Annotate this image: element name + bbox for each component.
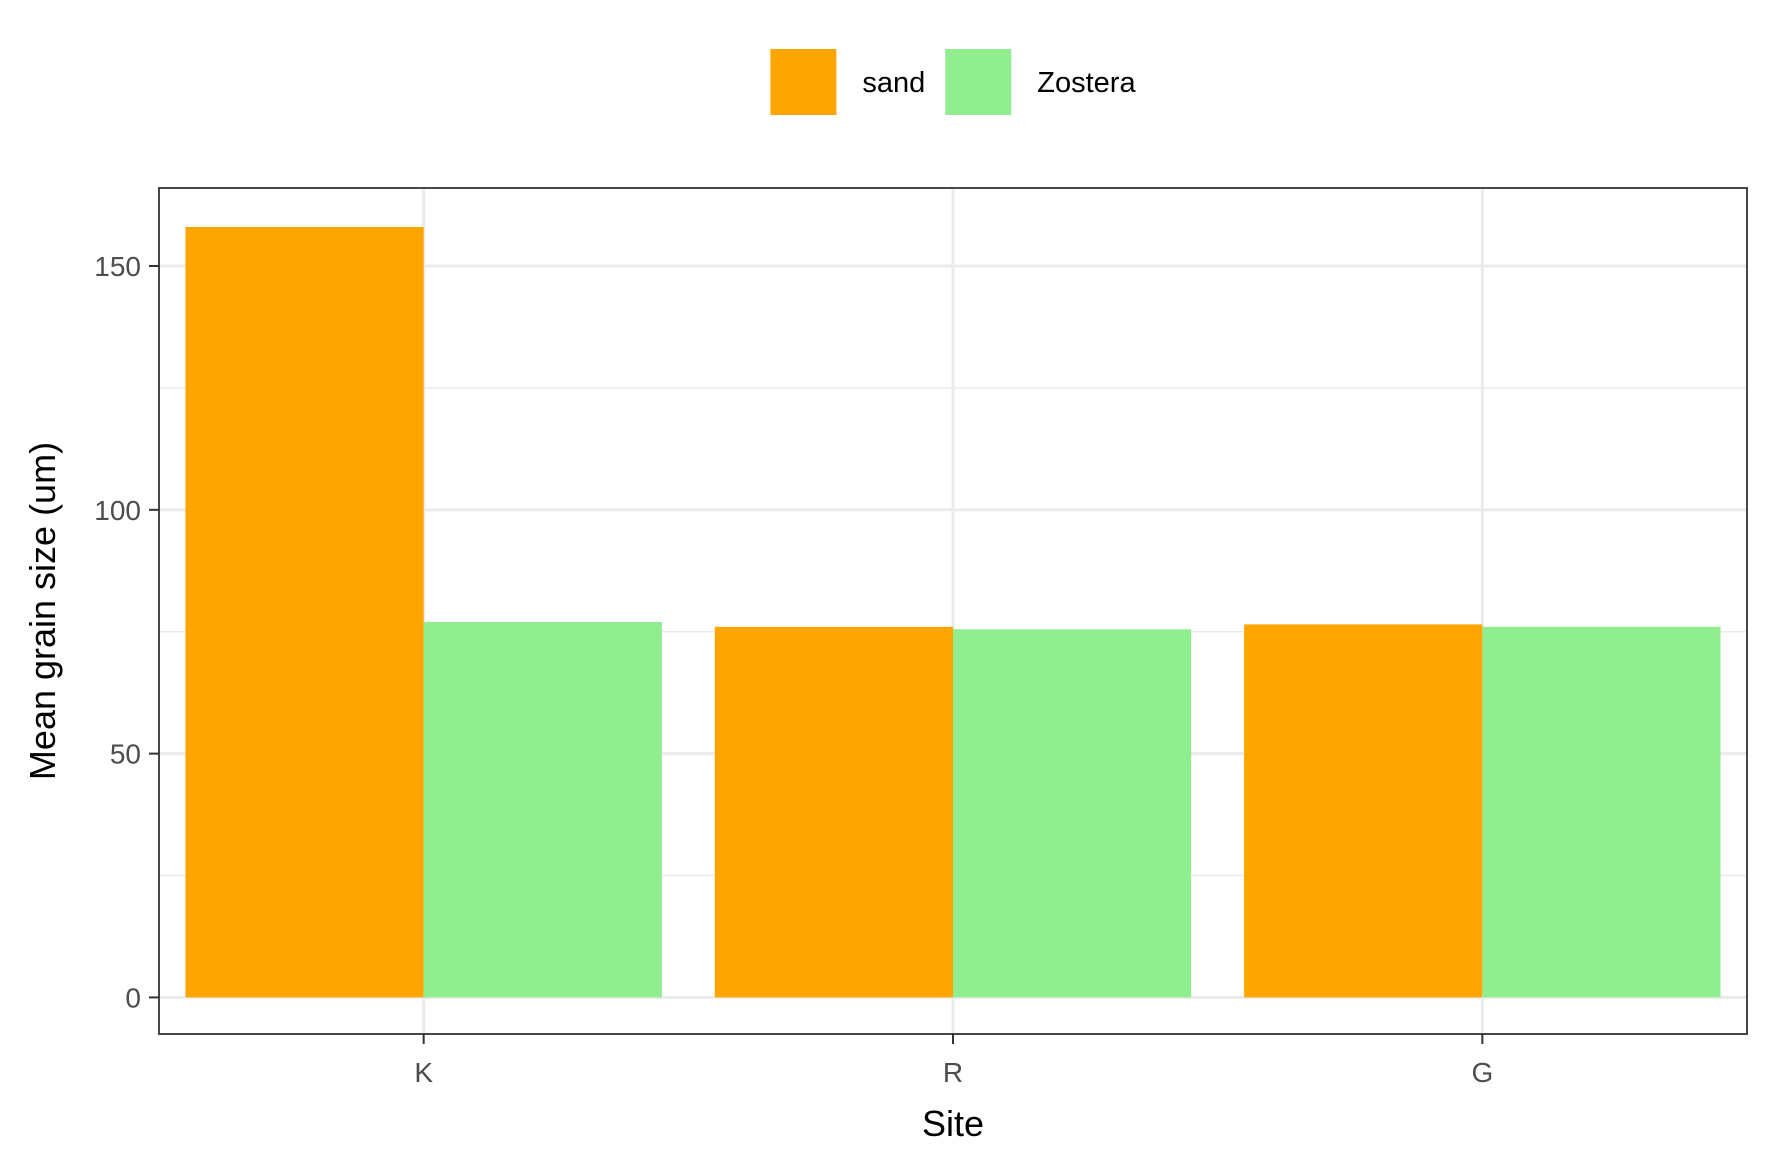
bar-sand-K: [185, 227, 424, 998]
bar-Zostera-G: [1482, 626, 1721, 998]
legend-key-sand: [770, 49, 837, 115]
bar-Zostera-K: [423, 621, 662, 998]
x-tick-label: K: [414, 1057, 433, 1088]
bar-sand-R: [714, 626, 953, 998]
y-axis: 0 50 100 150: [94, 251, 159, 1013]
y-tick-label: 100: [94, 495, 141, 526]
y-tick-label: 50: [110, 739, 141, 770]
y-tick-label: 150: [94, 251, 141, 282]
x-tick-label: G: [1471, 1057, 1493, 1088]
y-axis-title: Mean grain size (um): [22, 442, 63, 780]
legend-label-sand: sand: [862, 67, 925, 99]
x-tick-label: R: [943, 1057, 963, 1088]
bars: [185, 227, 1721, 998]
bar-Zostera-R: [953, 629, 1192, 998]
y-tick-label: 0: [125, 982, 141, 1013]
bar-sand-G: [1244, 624, 1483, 998]
legend-key-Zostera: [945, 49, 1012, 115]
legend-label-Zostera: Zostera: [1037, 67, 1136, 99]
x-axis-title: Site: [922, 1103, 984, 1144]
legend: sand Zostera: [770, 49, 1136, 115]
